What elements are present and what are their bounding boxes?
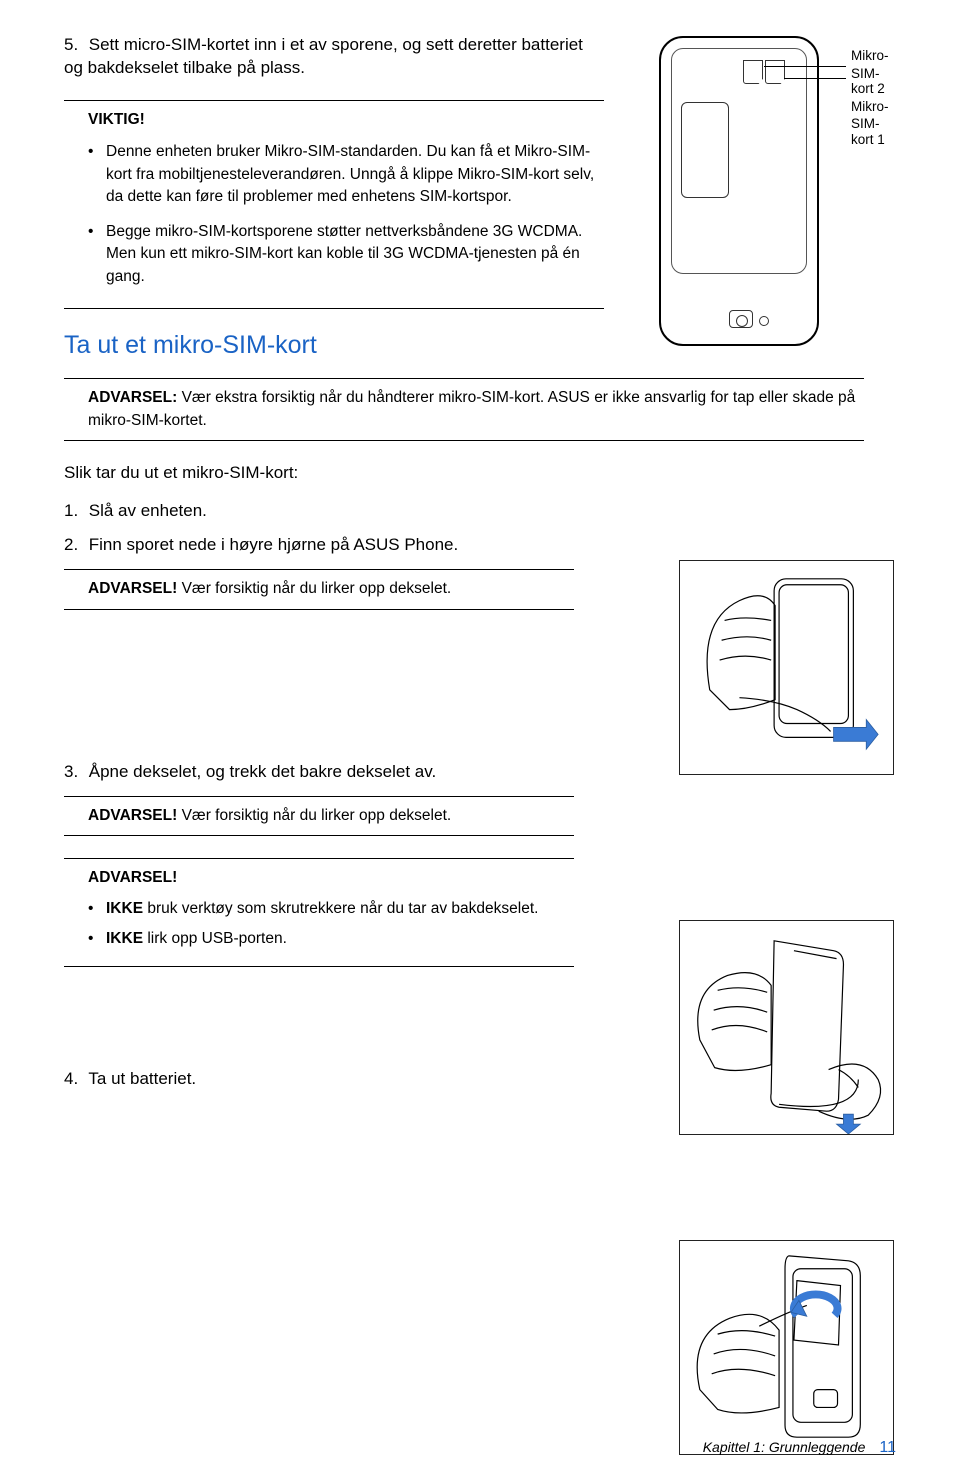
phone-back-diagram: Mikro- SIM-kort 2 Mikro- SIM-kort 1 xyxy=(659,36,894,346)
step-2-text: Finn sporet nede i høyre hjørne på ASUS … xyxy=(89,535,458,554)
flash-icon xyxy=(759,316,769,326)
step-1-num: 1. xyxy=(64,501,84,521)
footer-page: 11 xyxy=(879,1439,896,1457)
warning-box-2: ADVARSEL! Vær forsiktig når du lirker op… xyxy=(64,569,574,609)
warning-4-bullet-2: IKKE lirk opp USB-porten. xyxy=(88,928,572,950)
callout-line-1 xyxy=(764,66,846,67)
w4-b1-bold: IKKE xyxy=(106,900,143,917)
step-1: 1. Slå av enheten. xyxy=(64,501,594,521)
step-3-text: Åpne dekselet, og trekk det bakre deksel… xyxy=(89,762,436,781)
battery-outline xyxy=(681,102,729,198)
viktig-box: VIKTIG! Denne enheten bruker Mikro-SIM-s… xyxy=(64,100,604,309)
warning-2-label: ADVARSEL! xyxy=(88,580,177,597)
illustration-hold-phone xyxy=(679,560,894,775)
sim-slot-1-icon xyxy=(765,60,785,84)
footer-chapter: Kapittel 1: Grunnleggende xyxy=(703,1439,866,1455)
step-1-text: Slå av enheten. xyxy=(89,501,207,520)
illustration-remove-battery xyxy=(679,1240,894,1455)
warning-1-text: Vær ekstra forsiktig når du håndterer mi… xyxy=(88,389,855,428)
step-5-num: 5. xyxy=(64,34,84,57)
intro-text: Slik tar du ut et mikro-SIM-kort: xyxy=(64,463,896,483)
warning-4-label: ADVARSEL! xyxy=(88,869,177,886)
step-3-num: 3. xyxy=(64,762,84,782)
label-sim1-b: SIM-kort 1 xyxy=(851,116,894,147)
callout-line-2 xyxy=(784,78,846,79)
warning-1-label: ADVARSEL: xyxy=(88,389,177,406)
step-4-num: 4. xyxy=(64,1069,84,1089)
warning-4-bullet-1: IKKE bruk verktøy som skrutrekkere når d… xyxy=(88,898,572,920)
warning-box-4: ADVARSEL! IKKE bruk verktøy som skrutrek… xyxy=(64,858,574,967)
phone-outline xyxy=(659,36,819,346)
warning-box-3: ADVARSEL! Vær forsiktig når du lirker op… xyxy=(64,796,574,836)
viktig-bullet-2: Begge mikro-SIM-kortsporene støtter nett… xyxy=(88,221,602,288)
step-2: 2. Finn sporet nede i høyre hjørne på AS… xyxy=(64,535,594,555)
step-2-num: 2. xyxy=(64,535,84,555)
sim-slot-2-icon xyxy=(743,60,763,84)
camera-icon xyxy=(729,310,753,328)
illustration-pry-cover xyxy=(679,920,894,1135)
warning-2-text: Vær forsiktig når du lirker opp dekselet… xyxy=(177,580,451,597)
w4-b1-rest: bruk verktøy som skrutrekkere når du tar… xyxy=(143,900,538,917)
page-footer: Kapittel 1: Grunnleggende 11 xyxy=(64,1439,896,1457)
step-3: 3. Åpne dekselet, og trekk det bakre dek… xyxy=(64,762,594,782)
label-sim1-a: Mikro- xyxy=(851,99,894,115)
step-5-text: Sett micro-SIM-kortet inn i et av sporen… xyxy=(64,35,583,77)
diagram-labels: Mikro- SIM-kort 2 Mikro- SIM-kort 1 xyxy=(851,48,894,149)
step-5: 5. Sett micro-SIM-kortet inn i et av spo… xyxy=(64,34,594,80)
viktig-bullet-1: Denne enheten bruker Mikro-SIM-standarde… xyxy=(88,141,602,208)
label-sim2-b: SIM-kort 2 xyxy=(851,66,894,97)
warning-3-label: ADVARSEL! xyxy=(88,807,177,824)
label-sim2-a: Mikro- xyxy=(851,48,894,64)
w4-b2-bold: IKKE xyxy=(106,930,143,947)
warning-box-1: ADVARSEL: Vær ekstra forsiktig når du hå… xyxy=(64,378,864,441)
warning-3-text: Vær forsiktig når du lirker opp dekselet… xyxy=(177,807,451,824)
step-4-text: Ta ut batteriet. xyxy=(88,1069,196,1088)
viktig-label: VIKTIG! xyxy=(88,111,145,128)
sim-slots xyxy=(743,60,785,84)
w4-b2-rest: lirk opp USB-porten. xyxy=(143,930,287,947)
